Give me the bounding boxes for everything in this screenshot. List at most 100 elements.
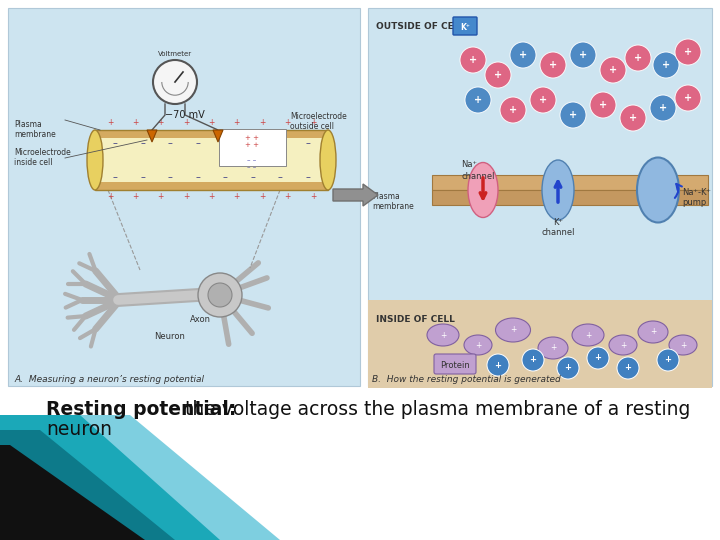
Text: +: + bbox=[132, 192, 138, 201]
Circle shape bbox=[208, 283, 232, 307]
Text: Microelectrode
outside cell: Microelectrode outside cell bbox=[290, 112, 347, 131]
Text: the voltage across the plasma membrane of a resting: the voltage across the plasma membrane o… bbox=[179, 400, 690, 419]
Text: +: + bbox=[495, 361, 502, 369]
Circle shape bbox=[587, 347, 609, 369]
Text: +: + bbox=[650, 327, 656, 336]
Circle shape bbox=[487, 354, 509, 376]
Text: OUTSIDE OF CELL: OUTSIDE OF CELL bbox=[376, 22, 465, 31]
Text: –: – bbox=[278, 138, 283, 148]
Circle shape bbox=[198, 273, 242, 317]
FancyBboxPatch shape bbox=[219, 129, 286, 166]
Ellipse shape bbox=[638, 321, 668, 343]
Text: +: + bbox=[183, 192, 189, 201]
Circle shape bbox=[522, 349, 544, 371]
Text: +: + bbox=[662, 60, 670, 70]
Text: +: + bbox=[234, 192, 240, 201]
Polygon shape bbox=[213, 130, 223, 142]
Text: +: + bbox=[474, 95, 482, 105]
Ellipse shape bbox=[495, 318, 531, 342]
FancyBboxPatch shape bbox=[8, 8, 360, 386]
Circle shape bbox=[570, 42, 596, 68]
Circle shape bbox=[500, 97, 526, 123]
Text: Microelectrode
inside cell: Microelectrode inside cell bbox=[14, 148, 71, 167]
Text: +: + bbox=[474, 341, 481, 349]
Bar bbox=[95, 130, 328, 190]
Ellipse shape bbox=[468, 163, 498, 218]
Text: +: + bbox=[310, 192, 316, 201]
Polygon shape bbox=[0, 430, 175, 540]
Text: –: – bbox=[112, 138, 117, 148]
Text: −70 mV: −70 mV bbox=[165, 110, 205, 120]
FancyArrow shape bbox=[333, 184, 378, 206]
Text: Resting potential:: Resting potential: bbox=[46, 400, 236, 419]
Text: +: + bbox=[629, 113, 637, 123]
Text: +: + bbox=[609, 65, 617, 75]
Text: Na⁺: Na⁺ bbox=[461, 160, 477, 169]
Circle shape bbox=[153, 60, 197, 104]
Text: +: + bbox=[132, 118, 138, 127]
Text: +: + bbox=[259, 118, 266, 127]
Text: –: – bbox=[305, 172, 310, 182]
Text: INSIDE OF CELL: INSIDE OF CELL bbox=[376, 315, 455, 324]
Text: Voltmeter: Voltmeter bbox=[158, 51, 192, 57]
Ellipse shape bbox=[87, 130, 103, 190]
Text: +: + bbox=[509, 105, 517, 115]
Bar bbox=[95, 130, 328, 190]
Ellipse shape bbox=[464, 335, 492, 355]
Text: –: – bbox=[140, 172, 145, 182]
Ellipse shape bbox=[609, 335, 637, 355]
Text: +: + bbox=[634, 53, 642, 63]
Text: – –
– –: – – – – bbox=[248, 157, 256, 170]
Circle shape bbox=[617, 357, 639, 379]
Text: –: – bbox=[195, 138, 200, 148]
Circle shape bbox=[510, 42, 536, 68]
Text: Plasma
membrane: Plasma membrane bbox=[14, 120, 55, 139]
Polygon shape bbox=[0, 415, 280, 540]
Circle shape bbox=[653, 52, 679, 78]
Text: B.  How the resting potential is generated: B. How the resting potential is generate… bbox=[372, 375, 561, 384]
Circle shape bbox=[650, 95, 676, 121]
Text: –: – bbox=[305, 138, 310, 148]
Circle shape bbox=[620, 105, 646, 131]
Bar bbox=[432, 175, 708, 190]
Text: +: + bbox=[519, 50, 527, 60]
Circle shape bbox=[600, 57, 626, 83]
Text: +: + bbox=[259, 192, 266, 201]
Polygon shape bbox=[0, 445, 145, 540]
Text: +: + bbox=[107, 192, 113, 201]
Circle shape bbox=[560, 102, 586, 128]
Text: +: + bbox=[107, 118, 113, 127]
Text: +: + bbox=[529, 355, 536, 364]
Ellipse shape bbox=[538, 337, 568, 359]
Text: Protein: Protein bbox=[440, 361, 470, 370]
Text: +: + bbox=[208, 118, 215, 127]
Text: channel: channel bbox=[461, 172, 495, 181]
Text: A.  Measuring a neuron’s resting potential: A. Measuring a neuron’s resting potentia… bbox=[14, 375, 204, 384]
Circle shape bbox=[465, 87, 491, 113]
Text: +: + bbox=[624, 363, 631, 373]
Circle shape bbox=[557, 357, 579, 379]
Text: +: + bbox=[564, 363, 572, 373]
Text: +: + bbox=[284, 192, 291, 201]
Text: +: + bbox=[595, 354, 601, 362]
Text: –: – bbox=[168, 172, 173, 182]
Text: +: + bbox=[550, 343, 556, 353]
Text: –: – bbox=[278, 172, 283, 182]
Text: neuron: neuron bbox=[46, 420, 112, 439]
Text: Plasma
membrane: Plasma membrane bbox=[372, 192, 414, 211]
Text: –: – bbox=[251, 138, 256, 148]
Text: K⁺: K⁺ bbox=[460, 24, 470, 32]
FancyBboxPatch shape bbox=[434, 354, 476, 374]
Ellipse shape bbox=[637, 158, 679, 222]
Text: +: + bbox=[680, 341, 686, 349]
Circle shape bbox=[460, 47, 486, 73]
Circle shape bbox=[530, 87, 556, 113]
Bar bbox=[432, 190, 708, 205]
Text: –: – bbox=[140, 138, 145, 148]
Text: –: – bbox=[195, 172, 200, 182]
Ellipse shape bbox=[542, 160, 574, 220]
Text: +: + bbox=[579, 50, 587, 60]
Text: +: + bbox=[183, 118, 189, 127]
Text: +: + bbox=[234, 118, 240, 127]
Text: –: – bbox=[223, 138, 228, 148]
